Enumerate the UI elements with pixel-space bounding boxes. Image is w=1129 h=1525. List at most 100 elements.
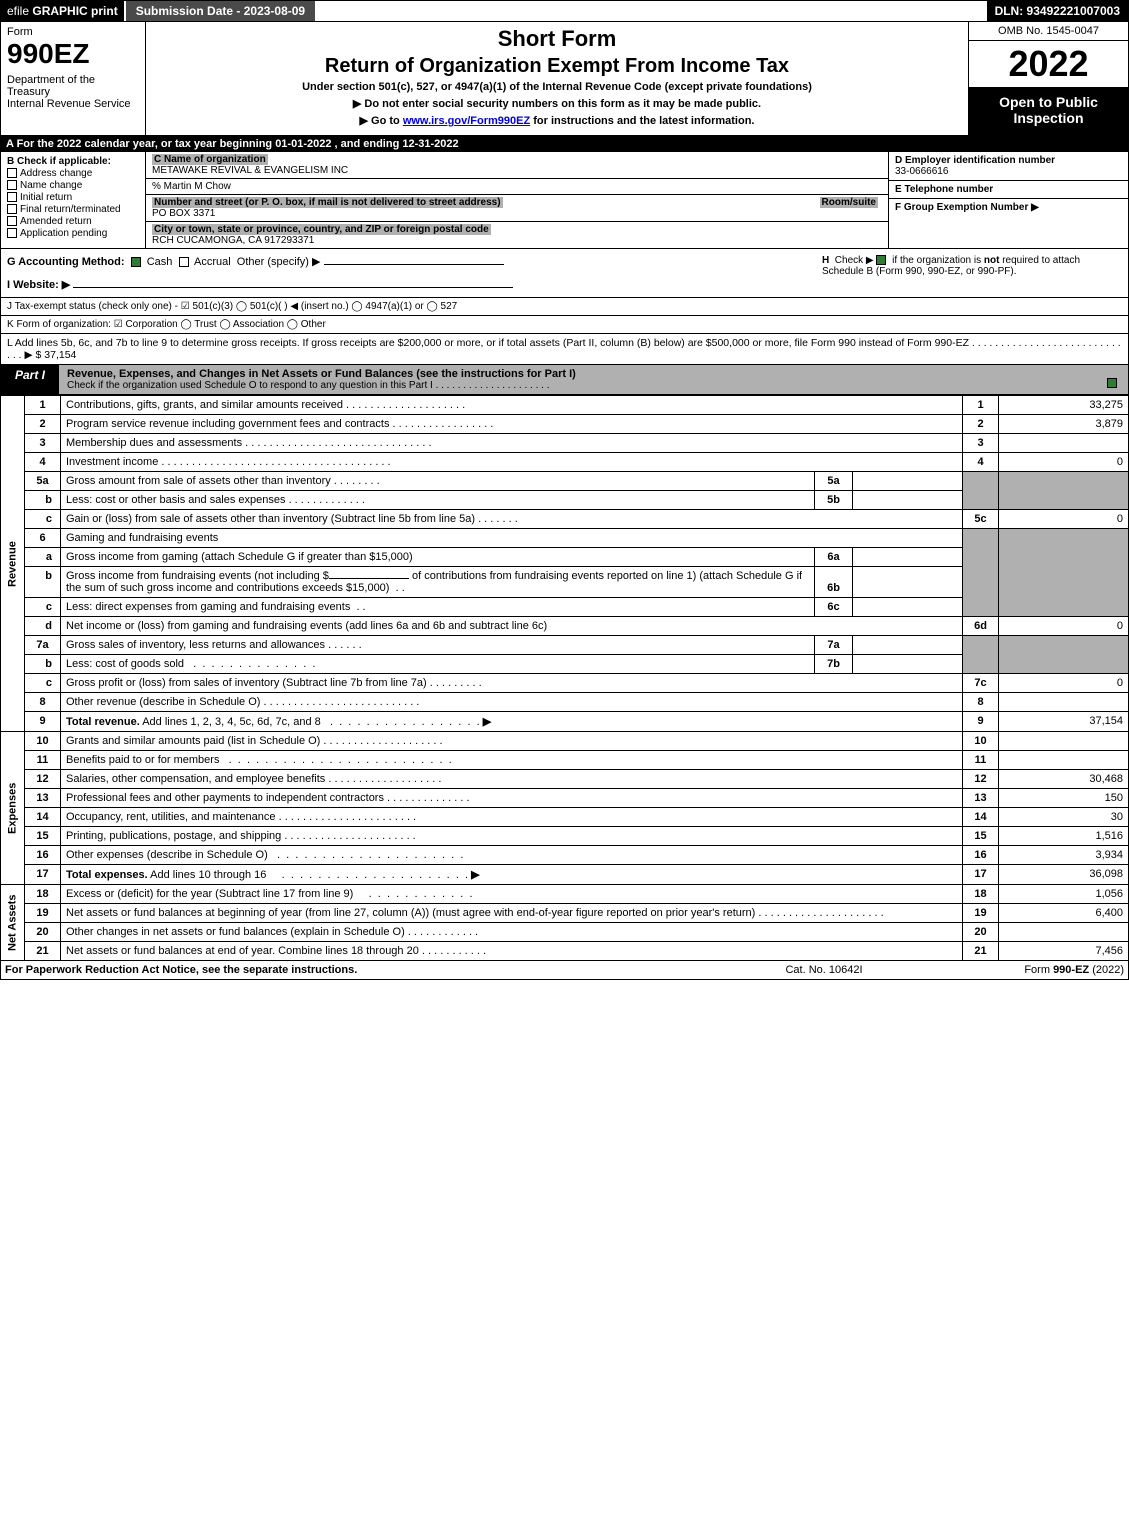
form-number: 990EZ [7, 38, 139, 70]
section-b-label: B Check if applicable: [7, 156, 139, 167]
table-row: 12 Salaries, other compensation, and emp… [1, 770, 1129, 789]
website-input[interactable] [73, 287, 513, 288]
row-gi-left: G Accounting Method: Cash Accrual Other … [7, 255, 822, 291]
table-row: 16 Other expenses (describe in Schedule … [1, 846, 1129, 865]
row-j: J Tax-exempt status (check only one) - ☑… [0, 298, 1129, 316]
part1-header: Part I Revenue, Expenses, and Changes in… [0, 365, 1129, 395]
website-row: I Website: ▶ [7, 278, 822, 291]
line-5c-val: 0 [999, 510, 1129, 529]
group-row: F Group Exemption Number ▶ [889, 199, 1128, 248]
table-row: 7a Gross sales of inventory, less return… [1, 636, 1129, 655]
table-row: 14 Occupancy, rent, utilities, and maint… [1, 808, 1129, 827]
chk-name-change[interactable]: Name change [7, 180, 139, 191]
city: RCH CUCAMONGA, CA 917293371 [152, 235, 314, 246]
section-b: B Check if applicable: Address change Na… [1, 152, 146, 248]
form-header: Form 990EZ Department of the Treasury In… [0, 22, 1129, 136]
efile-bold: GRAPHIC print [32, 4, 117, 18]
table-row: b Less: cost or other basis and sales ex… [1, 491, 1129, 510]
netassets-side-label: Net Assets [1, 885, 25, 961]
chk-address-change[interactable]: Address change [7, 168, 139, 179]
chk-application-pending[interactable]: Application pending [7, 228, 139, 239]
department-label: Department of the Treasury Internal Reve… [7, 74, 139, 110]
note2-prefix: ▶ Go to [360, 115, 403, 127]
topbar-spacer [315, 1, 986, 21]
table-row: 21 Net assets or fund balances at end of… [1, 942, 1129, 961]
table-row: 2 Program service revenue including gove… [1, 415, 1129, 434]
table-row: 6 Gaming and fundraising events [1, 529, 1129, 548]
table-row: Net Assets 18 Excess or (deficit) for th… [1, 885, 1129, 904]
table-row: 15 Printing, publications, postage, and … [1, 827, 1129, 846]
part1-check[interactable] [1098, 365, 1128, 394]
line-12-val: 30,468 [999, 770, 1129, 789]
footer-right: Form 990-EZ (2022) [924, 964, 1124, 976]
line-2-val: 3,879 [999, 415, 1129, 434]
i-label: I Website: ▶ [7, 279, 70, 291]
line-15-val: 1,516 [999, 827, 1129, 846]
org-name-row: C Name of organization METAWAKE REVIVAL … [146, 152, 888, 179]
ein: 33-0666616 [895, 166, 948, 177]
address: PO BOX 3371 [152, 208, 215, 219]
main-title: Return of Organization Exempt From Incom… [154, 55, 960, 78]
header-right: OMB No. 1545-0047 2022 Open to Public In… [968, 22, 1128, 135]
revenue-side-label: Revenue [1, 396, 25, 732]
chk-cash[interactable] [131, 257, 141, 267]
part1-table: Revenue 1 Contributions, gifts, grants, … [0, 395, 1129, 961]
accounting-method: G Accounting Method: Cash Accrual Other … [7, 255, 822, 268]
table-row: 8 Other revenue (describe in Schedule O)… [1, 693, 1129, 712]
table-row: c Gross profit or (loss) from sales of i… [1, 674, 1129, 693]
table-row: c Less: direct expenses from gaming and … [1, 598, 1129, 617]
chk-initial-return[interactable]: Initial return [7, 192, 139, 203]
chk-accrual[interactable] [179, 257, 189, 267]
irs-link[interactable]: www.irs.gov/Form990EZ [403, 115, 530, 127]
part1-tab: Part I [1, 365, 59, 394]
footer-left: For Paperwork Reduction Act Notice, see … [5, 964, 724, 976]
line-18-val: 1,056 [999, 885, 1129, 904]
table-row: c Gain or (loss) from sale of assets oth… [1, 510, 1129, 529]
header-left: Form 990EZ Department of the Treasury In… [1, 22, 146, 135]
table-row: 9 Total revenue. Total revenue. Add line… [1, 712, 1129, 732]
inspection-badge: Open to Public Inspection [969, 88, 1128, 135]
footer-center: Cat. No. 10642I [724, 964, 924, 976]
part1-title: Revenue, Expenses, and Changes in Net As… [59, 365, 1098, 394]
org-name: METAWAKE REVIVAL & EVANGELISM INC [152, 165, 348, 176]
table-row: d Net income or (loss) from gaming and f… [1, 617, 1129, 636]
room-label: Room/suite [820, 197, 878, 208]
chk-final-return[interactable]: Final return/terminated [7, 204, 139, 215]
note2-suffix: for instructions and the latest informat… [530, 115, 754, 127]
sections-bcdef: B Check if applicable: Address change Na… [0, 152, 1129, 249]
table-row: Revenue 1 Contributions, gifts, grants, … [1, 396, 1129, 415]
section-a-period: A For the 2022 calendar year, or tax yea… [0, 136, 1129, 152]
section-def: D Employer identification number 33-0666… [888, 152, 1128, 248]
row-l-text: L Add lines 5b, 6c, and 7b to line 9 to … [7, 337, 1121, 361]
line-6b-amount-input[interactable] [329, 578, 409, 579]
section-c: C Name of organization METAWAKE REVIVAL … [146, 152, 888, 248]
h-text: H Check ▶ if the organization is not req… [822, 255, 1080, 277]
line-1-desc: Contributions, gifts, grants, and simila… [61, 396, 963, 415]
table-row: a Gross income from gaming (attach Sched… [1, 548, 1129, 567]
row-ghi: G Accounting Method: Cash Accrual Other … [0, 249, 1129, 298]
f-label: F Group Exemption Number ▶ [895, 202, 1039, 213]
section-h: H Check ▶ if the organization is not req… [822, 255, 1122, 291]
row-l-amount: 37,154 [44, 349, 76, 361]
ein-row: D Employer identification number 33-0666… [889, 152, 1128, 181]
efile-button[interactable]: efile GRAPHIC print [1, 1, 124, 21]
part1-sub: Check if the organization used Schedule … [67, 380, 1090, 391]
tax-year: 2022 [969, 41, 1128, 88]
chk-amended-return[interactable]: Amended return [7, 216, 139, 227]
line-19-val: 6,400 [999, 904, 1129, 923]
line-21-val: 7,456 [999, 942, 1129, 961]
table-row: 5a Gross amount from sale of assets othe… [1, 472, 1129, 491]
chk-schedule-b[interactable] [876, 255, 886, 265]
submission-date-button[interactable]: Submission Date - 2023-08-09 [124, 1, 315, 21]
city-label: City or town, state or province, country… [152, 224, 491, 235]
other-specify-input[interactable] [324, 264, 504, 265]
page-footer: For Paperwork Reduction Act Notice, see … [0, 961, 1129, 980]
subtitle: Under section 501(c), 527, or 4947(a)(1)… [154, 81, 960, 93]
line-4-val: 0 [999, 453, 1129, 472]
table-row: b Gross income from fundraising events (… [1, 567, 1129, 598]
line-13-val: 150 [999, 789, 1129, 808]
efile-prefix: efile [7, 4, 32, 18]
table-row: 11 Benefits paid to or for members . . .… [1, 751, 1129, 770]
line-7c-val: 0 [999, 674, 1129, 693]
top-bar: efile GRAPHIC print Submission Date - 20… [0, 0, 1129, 22]
